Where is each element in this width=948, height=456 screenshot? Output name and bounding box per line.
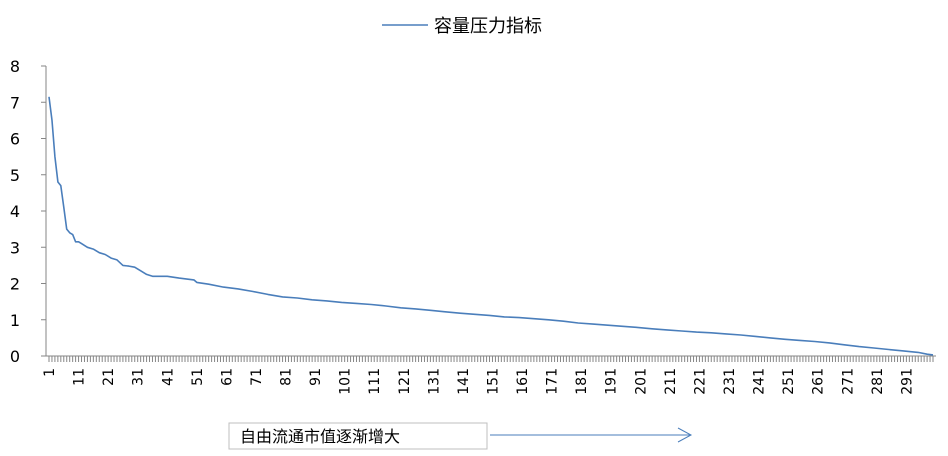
x-tick-label: 11	[72, 368, 88, 386]
y-tick-label: 0	[10, 347, 20, 366]
y-tick-label: 5	[10, 166, 20, 185]
annotation-label: 自由流通市值逐渐增大	[240, 427, 400, 446]
x-tick-label: 21	[101, 368, 117, 386]
x-tick-label: 101	[338, 368, 354, 395]
x-tick-label: 171	[545, 368, 561, 395]
x-tick-label: 231	[722, 368, 738, 395]
x-tick-label: 261	[811, 368, 827, 395]
annotation-box	[228, 422, 488, 450]
x-tick-label: 271	[840, 368, 856, 395]
plot-area	[48, 96, 934, 356]
x-tick-label: 181	[574, 368, 590, 395]
y-tick-label: 2	[10, 275, 20, 294]
x-tick-label: 111	[367, 368, 383, 395]
x-tick-label: 91	[308, 368, 324, 386]
x-tick-label: 41	[160, 368, 176, 386]
y-tick-label: 4	[10, 202, 20, 221]
x-tick-label: 131	[426, 368, 442, 395]
axes	[45, 66, 936, 357]
x-tick-label: 201	[633, 368, 649, 395]
series-line	[48, 96, 934, 356]
x-tick-label: 211	[663, 368, 679, 395]
x-tick-label: 71	[249, 368, 265, 386]
x-tick-label: 31	[131, 368, 147, 386]
y-tick-label: 3	[10, 238, 20, 257]
x-tick-label: 291	[899, 368, 915, 395]
legend: 容量压力指标	[382, 16, 542, 37]
y-axis-ticks: 0 1 2 3 4 5 6 7 8	[10, 57, 46, 366]
x-tick-label: 61	[219, 368, 235, 386]
y-tick-label: 8	[10, 57, 20, 76]
x-tick-label: 251	[781, 368, 797, 395]
x-tick-label: 1	[42, 368, 58, 377]
x-tick-label: 191	[604, 368, 620, 395]
x-tick-label: 221	[692, 368, 708, 395]
x-tick-label: 281	[870, 368, 886, 395]
y-tick-label: 1	[10, 311, 20, 330]
x-tick-label: 141	[456, 368, 472, 395]
x-tick-label: 81	[279, 368, 295, 386]
x-axis-ticks: 1 11 21 31 41 51 61 71 81 91 101 111 121 131 141 151 161…	[42, 356, 934, 395]
x-tick-label: 241	[752, 368, 768, 395]
annotation-arrow-head	[677, 427, 693, 443]
x-tick-label: 51	[190, 368, 206, 386]
legend-series-label: 容量压力指标	[434, 16, 542, 37]
x-tick-label: 151	[485, 368, 501, 395]
y-tick-label: 7	[10, 93, 20, 112]
y-tick-label: 6	[10, 130, 20, 149]
x-tick-label: 121	[397, 368, 413, 395]
x-tick-label: 161	[515, 368, 531, 395]
annotation: 自由流通市值逐渐增大	[228, 422, 693, 450]
